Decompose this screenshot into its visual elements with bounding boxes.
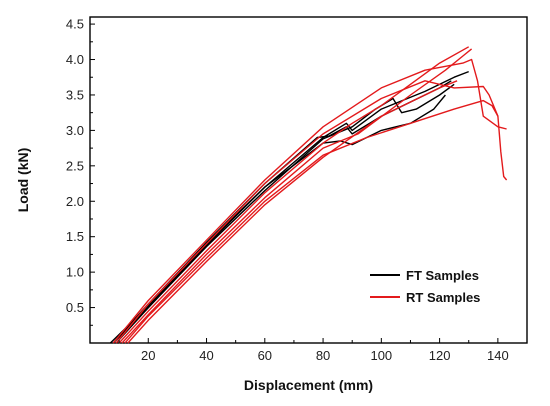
y-tick-label-1: 1.0: [66, 265, 84, 280]
y-tick-label-3.5: 3.5: [66, 87, 84, 102]
legend: FT Samples RT Samples: [370, 268, 480, 305]
y-tick-label-1.5: 1.5: [66, 229, 84, 244]
x-tick-label-40: 40: [199, 348, 213, 363]
x-tick-label-80: 80: [316, 348, 330, 363]
y-tick-label-0.5: 0.5: [66, 300, 84, 315]
y-tick-label-4.5: 4.5: [66, 17, 84, 32]
x-axis-title: Displacement (mm): [244, 377, 373, 393]
y-axis-title: Load (kN): [15, 148, 31, 213]
y-tick-label-4: 4.0: [66, 52, 84, 67]
x-tick-label-140: 140: [487, 348, 509, 363]
y-tick-label-2.5: 2.5: [66, 158, 84, 173]
x-tick-label-100: 100: [370, 348, 392, 363]
ticks-layer: 20 40 60 80 100 120 140 0.5 1.0 1.5 2.0 2.5 3.0 3.5 4.…: [66, 17, 509, 363]
ft-sample-curve-2: [110, 95, 445, 343]
x-tick-label-120: 120: [429, 348, 451, 363]
x-tick-label-20: 20: [141, 348, 155, 363]
y-tick-label-2: 2.0: [66, 194, 84, 209]
legend-label-ft: FT Samples: [406, 268, 479, 283]
y-tick-label-3: 3.0: [66, 123, 84, 138]
legend-label-rt: RT Samples: [406, 290, 480, 305]
x-tick-label-60: 60: [258, 348, 272, 363]
